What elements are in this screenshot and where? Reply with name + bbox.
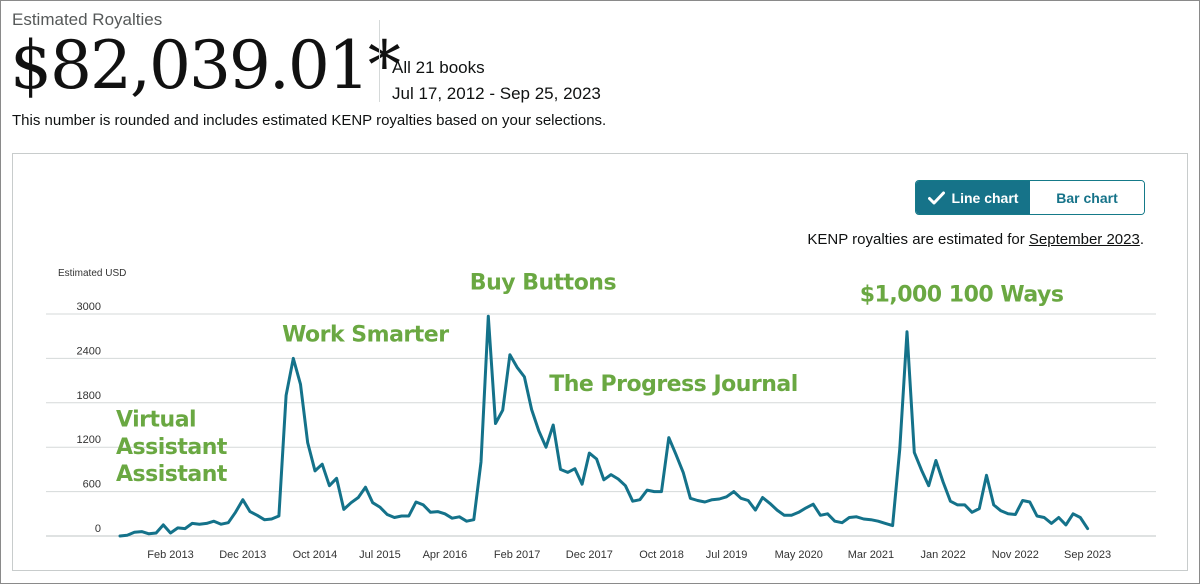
x-tick-label: Jul 2015 — [359, 549, 401, 561]
chart-annotation: Work Smarter — [282, 322, 449, 347]
y-tick-label: 0 — [95, 523, 101, 535]
y-tick-label: 2400 — [77, 345, 101, 357]
chart-panel — [12, 153, 1188, 571]
x-tick-label: Dec 2013 — [219, 549, 266, 561]
chart-type-toggle: Line chart Bar chart — [915, 180, 1145, 215]
x-tick-label: Feb 2017 — [494, 549, 540, 561]
line-chart-button[interactable]: Line chart — [916, 181, 1030, 214]
line-chart-label: Line chart — [951, 189, 1019, 206]
header-divider — [379, 20, 380, 102]
kenp-note-text: KENP royalties are estimated for — [807, 231, 1029, 248]
series-line — [118, 314, 1090, 538]
y-tick-label: 1800 — [77, 390, 101, 402]
chart-annotation: Assistant — [116, 435, 228, 460]
x-tick-label: Nov 2022 — [992, 549, 1039, 561]
kenp-note-suffix: . — [1139, 231, 1144, 248]
x-tick-label: Oct 2018 — [639, 549, 684, 561]
check-icon — [927, 191, 945, 204]
bar-chart-button[interactable]: Bar chart — [1030, 181, 1144, 214]
x-tick-label: May 2020 — [775, 549, 823, 561]
chart-annotation: Assistant — [116, 462, 228, 487]
date-range-text: Jul 17, 2012 - Sep 25, 2023 — [392, 84, 601, 103]
x-tick-label: Oct 2014 — [293, 549, 338, 561]
y-tick-label: 1200 — [77, 434, 101, 446]
royalties-amount: $82,039.01* — [10, 27, 401, 104]
x-tick-label: Feb 2013 — [147, 549, 193, 561]
chart-annotation: Buy Buttons — [470, 271, 617, 296]
x-tick-label: Jul 2019 — [706, 549, 748, 561]
x-tick-label: Dec 2017 — [566, 549, 613, 561]
chart-annotation: The Progress Journal — [549, 372, 798, 397]
royalties-label: Estimated Royalties — [12, 10, 163, 29]
rounding-note: This number is rounded and includes esti… — [12, 112, 607, 129]
chart-annotation: Virtual — [116, 407, 196, 432]
books-filter-text: All 21 books — [392, 58, 485, 77]
y-tick-label: 600 — [83, 479, 101, 491]
kenp-note: KENP royalties are estimated for Septemb… — [807, 231, 1144, 248]
x-tick-label: Jan 2022 — [921, 549, 966, 561]
chart-annotation: $1,000 100 Ways — [860, 282, 1064, 307]
kenp-month-link[interactable]: September 2023 — [1028, 231, 1140, 248]
bar-chart-label: Bar chart — [1056, 189, 1118, 206]
y-tick-label: 3000 — [77, 301, 101, 313]
x-tick-label: Sep 2023 — [1064, 549, 1111, 561]
y-axis-title: Estimated USD — [58, 268, 126, 279]
x-tick-label: Apr 2016 — [423, 549, 468, 561]
x-tick-label: Mar 2021 — [848, 549, 894, 561]
